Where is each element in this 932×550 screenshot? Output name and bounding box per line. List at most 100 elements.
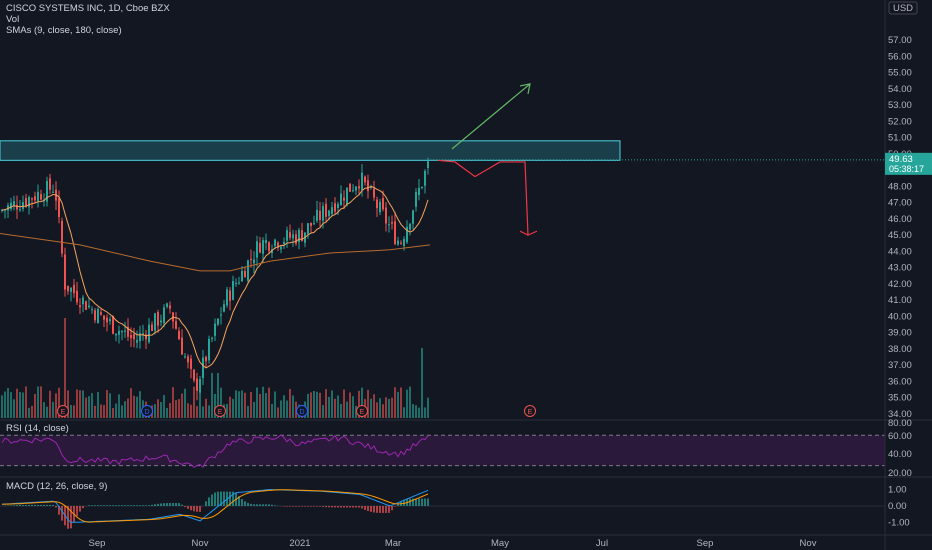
candle-body[interactable] — [76, 290, 78, 303]
candle-body[interactable] — [361, 172, 363, 190]
candle-body[interactable] — [337, 204, 339, 208]
candle-body[interactable] — [316, 209, 318, 221]
price-candles[interactable] — [1, 157, 429, 401]
candle-body[interactable] — [142, 333, 144, 335]
earnings-marker[interactable] — [57, 405, 69, 417]
candle-body[interactable] — [367, 180, 369, 192]
candle-body[interactable] — [157, 311, 159, 326]
candle-body[interactable] — [283, 242, 285, 244]
dividend-marker[interactable] — [296, 405, 308, 417]
candle-body[interactable] — [211, 337, 213, 339]
candle-body[interactable] — [154, 313, 156, 331]
dividend-marker[interactable] — [141, 405, 153, 417]
candle-body[interactable] — [280, 246, 282, 250]
candle-body[interactable] — [49, 178, 51, 190]
bearish-arrow-line[interactable] — [437, 159, 529, 236]
candle-body[interactable] — [265, 240, 267, 244]
candle-body[interactable] — [358, 186, 360, 189]
candle-body[interactable] — [340, 193, 342, 205]
candle-body[interactable] — [274, 239, 276, 246]
candle-body[interactable] — [376, 199, 378, 209]
candle-body[interactable] — [169, 305, 171, 309]
candle-body[interactable] — [22, 202, 24, 209]
candle-body[interactable] — [67, 285, 69, 292]
candle-body[interactable] — [301, 230, 303, 241]
earnings-marker[interactable] — [524, 405, 536, 417]
chart-title[interactable]: CISCO SYSTEMS INC, 1D, Cboe BZX — [6, 3, 170, 14]
candle-body[interactable] — [277, 242, 279, 248]
candle-body[interactable] — [322, 206, 324, 221]
candle-body[interactable] — [199, 379, 201, 392]
candle-body[interactable] — [292, 234, 294, 239]
candle-body[interactable] — [331, 207, 333, 214]
candle-body[interactable] — [31, 198, 33, 200]
candle-body[interactable] — [364, 176, 366, 183]
candle-body[interactable] — [208, 338, 210, 361]
candle-body[interactable] — [16, 204, 18, 210]
candle-body[interactable] — [286, 230, 288, 241]
candle-body[interactable] — [289, 232, 291, 238]
candle-body[interactable] — [178, 330, 180, 340]
candle-body[interactable] — [19, 209, 21, 211]
candle-body[interactable] — [85, 301, 87, 310]
candle-body[interactable] — [310, 222, 312, 226]
candle-body[interactable] — [382, 198, 384, 210]
candle-body[interactable] — [352, 190, 354, 192]
candle-body[interactable] — [73, 284, 75, 294]
candle-body[interactable] — [130, 335, 132, 339]
candle-body[interactable] — [10, 202, 12, 209]
candle-body[interactable] — [217, 318, 219, 325]
candle-body[interactable] — [247, 260, 249, 281]
candle-body[interactable] — [271, 249, 273, 253]
candle-body[interactable] — [100, 312, 102, 315]
candle-body[interactable] — [103, 315, 105, 320]
candle-body[interactable] — [175, 320, 177, 329]
candle-body[interactable] — [295, 234, 297, 244]
candle-body[interactable] — [79, 305, 81, 308]
candle-body[interactable] — [109, 319, 111, 322]
candle-body[interactable] — [412, 210, 414, 224]
drawing-arrows[interactable] — [437, 83, 538, 236]
candle-body[interactable] — [205, 356, 207, 362]
candle-body[interactable] — [421, 187, 423, 189]
candle-body[interactable] — [259, 242, 261, 253]
candle-body[interactable] — [220, 314, 222, 316]
candle-body[interactable] — [388, 224, 390, 226]
candle-body[interactable] — [391, 222, 393, 224]
candle-body[interactable] — [241, 270, 243, 282]
candle-body[interactable] — [115, 333, 117, 336]
candle-body[interactable] — [139, 333, 141, 342]
candle-body[interactable] — [397, 240, 399, 245]
candle-body[interactable] — [409, 223, 411, 230]
volume-legend[interactable]: Vol — [6, 14, 20, 25]
candle-body[interactable] — [124, 330, 126, 332]
candle-body[interactable] — [349, 183, 351, 192]
candle-body[interactable] — [133, 334, 135, 340]
candle-body[interactable] — [25, 198, 27, 206]
rsi-legend[interactable]: RSI (14, close) — [6, 423, 69, 434]
candle-body[interactable] — [418, 187, 420, 196]
candle-body[interactable] — [58, 197, 60, 218]
candle-body[interactable] — [28, 196, 30, 208]
candle-body[interactable] — [127, 326, 129, 337]
currency-badge[interactable] — [888, 1, 918, 15]
candle-body[interactable] — [40, 194, 42, 200]
candle-body[interactable] — [202, 357, 204, 379]
candle-body[interactable] — [196, 378, 198, 391]
candle-body[interactable] — [82, 297, 84, 305]
candle-body[interactable] — [235, 283, 237, 285]
candle-body[interactable] — [370, 186, 372, 188]
candle-body[interactable] — [151, 324, 153, 331]
candle-body[interactable] — [97, 308, 99, 324]
candle-body[interactable] — [184, 356, 186, 358]
candle-body[interactable] — [424, 171, 426, 186]
candle-body[interactable] — [37, 191, 39, 202]
candle-body[interactable] — [244, 270, 246, 278]
earnings-marker[interactable] — [214, 405, 226, 417]
candle-body[interactable] — [34, 196, 36, 201]
candle-body[interactable] — [166, 303, 168, 307]
earnings-marker[interactable] — [356, 405, 368, 417]
candle-body[interactable] — [229, 290, 231, 301]
